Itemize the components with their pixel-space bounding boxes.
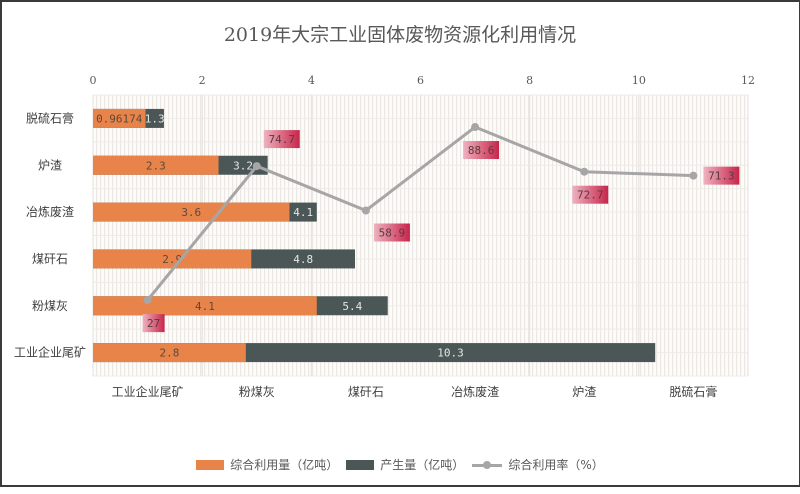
y-category-label: 粉煤灰: [32, 299, 68, 313]
bar-label-production: 3.2: [233, 159, 253, 172]
y-category-label: 冶炼废渣: [26, 204, 74, 219]
rate-point: [361, 206, 370, 215]
rate-point: [143, 296, 152, 305]
rate-label-box: [142, 314, 165, 333]
rate-point: [689, 171, 698, 180]
x-axis-ticks: 0 2 4 6 8 10 12: [90, 74, 756, 87]
legend-swatch-utilization: [196, 459, 225, 470]
x-tick-label: 6: [417, 74, 424, 87]
y-category-label: 脱硫石膏: [26, 110, 74, 125]
y-category-label: 煤矸石: [32, 252, 68, 266]
plot-area: [92, 94, 749, 377]
bar-label-utilization: 4.1: [195, 300, 215, 313]
bar-label-production: 4.8: [293, 253, 313, 266]
legend-line-marker-icon: [472, 460, 503, 470]
legend-label: 产生量（亿吨）: [380, 458, 465, 472]
rate-label-box: [463, 141, 500, 160]
bar-label-utilization: 2.3: [146, 159, 166, 172]
rate-line: 27 74.7 58.9 88.6 72.7 71.3: [142, 123, 740, 333]
line-x-category-label: 冶炼废渣: [451, 384, 499, 399]
bars: 0.96174 1.32.3 3.23.6 4.12.9 4.84.1 5.42.8 10.…: [93, 108, 656, 363]
bar-label-production: 5.4: [342, 300, 362, 313]
line-x-category-label: 工业企业尾矿: [112, 384, 184, 399]
legend-item-rate[interactable]: 综合利用率（%）: [472, 456, 604, 473]
line-x-category-label: 煤矸石: [348, 385, 384, 399]
bar-utilization: [93, 202, 290, 222]
rate-point: [471, 123, 480, 132]
x-tick-label: 2: [199, 74, 206, 87]
legend-label: 综合利用量（亿吨）: [230, 458, 339, 472]
rate-label: 27: [147, 317, 160, 330]
legend-item-production[interactable]: 产生量（亿吨）: [346, 456, 464, 473]
rate-label: 71.3: [708, 170, 735, 183]
bar-label-production: 4.1: [293, 206, 313, 219]
rate-label: 72.7: [577, 189, 604, 202]
x-tick-label: 8: [526, 74, 533, 87]
rate-label: 74.7: [269, 133, 296, 146]
rate-point: [580, 167, 589, 176]
chart-title: 2019年大宗工业固体废物资源化利用情况: [223, 24, 577, 46]
bar-label-utilization: 2.8: [159, 347, 179, 360]
rate-label: 88.6: [468, 144, 495, 157]
y-category-label: 工业企业尾矿: [14, 345, 86, 360]
bar-label-utilization: 0.96174: [96, 112, 143, 125]
y-category-label: 炉渣: [38, 158, 62, 172]
line-x-axis-categories: 工业企业尾矿 粉煤灰 煤矸石 冶炼废渣 炉渣 脱硫石膏: [112, 384, 718, 399]
rate-polyline: [146, 125, 694, 302]
x-tick-label: 0: [90, 74, 97, 87]
x-tick-label: 10: [632, 74, 646, 87]
legend-swatch-production: [346, 459, 375, 470]
legend-label: 综合利用率（%）: [508, 458, 604, 472]
legend-item-utilization[interactable]: 综合利用量（亿吨）: [196, 456, 338, 473]
rate-label-box: [373, 223, 410, 242]
x-tick-label: 12: [741, 74, 755, 87]
bar-label-production: 10.3: [437, 347, 464, 360]
line-x-category-label: 炉渣: [572, 385, 596, 399]
bar-utilization: [93, 343, 246, 363]
rate-label: 58.9: [379, 226, 406, 239]
bar-utilization: [93, 249, 252, 269]
bar-utilization: [93, 108, 146, 128]
bar-utilization: [93, 155, 219, 175]
rate-label-box: [703, 166, 740, 185]
rate-label-box: [263, 130, 300, 149]
rate-point: [252, 162, 261, 171]
line-x-category-label: 粉煤灰: [239, 385, 275, 399]
bar-label-production: 1.3: [145, 112, 165, 125]
bar-label-utilization: 3.6: [181, 206, 201, 219]
line-x-category-label: 脱硫石膏: [669, 384, 717, 399]
legend: 综合利用量（亿吨） 产生量（亿吨） 综合利用率（%）: [0, 456, 800, 473]
rate-label-box: [572, 185, 609, 204]
x-tick-label: 4: [308, 74, 315, 87]
